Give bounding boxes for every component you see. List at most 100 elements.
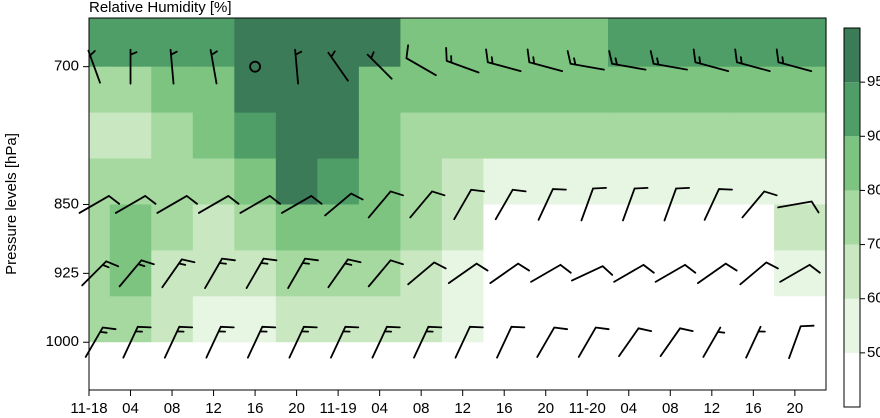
rh-cell [234,66,277,114]
wind-barb [209,49,218,85]
wind-barb [118,259,155,288]
barb-shape [663,186,690,222]
barb-shape [570,265,614,282]
rh-cell [732,66,775,114]
colorbar-tick-label: 60 [867,290,880,307]
rh-cell [358,342,402,391]
x-tick-label: 11-18 [70,400,107,417]
rh-cell [483,18,526,68]
colorbar-band [844,352,860,407]
wind-barb [294,48,303,85]
rh-cell [400,66,443,114]
wind-barb [779,263,821,283]
wind-barb [169,48,178,85]
barb-shape [530,263,572,283]
wind-barb [81,260,120,287]
rh-cell [566,158,609,206]
barb-shape [405,44,437,77]
rh-cell [192,342,235,391]
rh-cell [151,18,194,68]
rh-cell [691,342,734,391]
wind-barb [327,50,349,82]
rh-cell [89,250,111,297]
rh-cell [732,158,775,206]
colorbar-frame [843,27,861,408]
rh-cell [400,112,443,160]
rh-cell [275,342,318,391]
wind-barb [489,262,531,284]
barb-shape [734,48,771,72]
rh-cell [608,112,651,160]
rh-cell [441,296,485,343]
barb-shape [87,49,101,84]
wind-barb [654,263,697,283]
barb-shape [114,195,157,214]
wind-barb [445,46,480,74]
rh-cell [109,112,152,160]
wind-barb [526,48,564,72]
colorbar-tick-label: 50 [867,344,880,361]
rh-cell [691,66,734,114]
wind-barb [367,259,404,288]
barb-shape [580,186,607,222]
x-tick-label: 11-20 [569,400,606,417]
barb-shape [447,262,489,284]
wind-barb [536,326,569,358]
colorbar-band [844,190,860,245]
barb-shape [485,48,522,72]
barb-shape [327,258,362,289]
wind-barb [324,192,364,217]
rh-cell [89,296,111,343]
barb-shape [413,325,443,359]
rh-cell [89,66,111,114]
wind-barb [692,48,730,72]
rh-cell [608,342,651,391]
barb-shape [489,262,531,284]
barb-shape [327,50,349,82]
wind-barb [367,190,404,219]
rh-cell [441,66,485,114]
rh-cell [566,66,609,114]
rh-cell [317,18,360,68]
wind-barb [114,195,157,214]
barb-shape [745,325,766,359]
rh-cell [649,158,692,206]
wind-barb [739,261,779,286]
wind-barb [618,327,653,358]
barb-shape [81,260,120,287]
wind-barb [204,257,236,289]
rh-cell [151,158,194,206]
wind-barb [197,195,240,214]
rh-cell [275,158,318,206]
rh-cell [649,112,692,160]
rh-cell [234,112,277,160]
rh-cell [483,342,526,391]
barb-shape [367,190,404,219]
rh-cell [234,18,277,68]
rh-cell [566,296,609,343]
barb-shape [566,50,605,71]
rh-cell [732,18,775,68]
barb-shape [703,188,733,221]
wind-barb [494,188,527,221]
x-tick-label: 11-19 [319,400,356,417]
barb-shape [536,326,569,358]
wind-barb [775,48,813,72]
barb-shape [445,46,480,74]
rh-cell [441,342,485,391]
rh-cell [358,158,402,206]
wind-barb [454,325,484,359]
rh-cell [691,158,734,206]
rh-cell [732,204,775,251]
wind-barb [570,265,614,282]
barb-shape [204,257,236,289]
wind-barb [453,188,485,221]
rh-cell [400,342,443,391]
wind-barb [287,257,319,289]
x-tick-label: 04 [371,400,388,417]
barb-shape [209,49,218,85]
x-tick-label: 08 [413,400,430,417]
barb-shape [287,257,319,289]
rh-cell [566,18,609,68]
rh-cell [483,296,526,343]
